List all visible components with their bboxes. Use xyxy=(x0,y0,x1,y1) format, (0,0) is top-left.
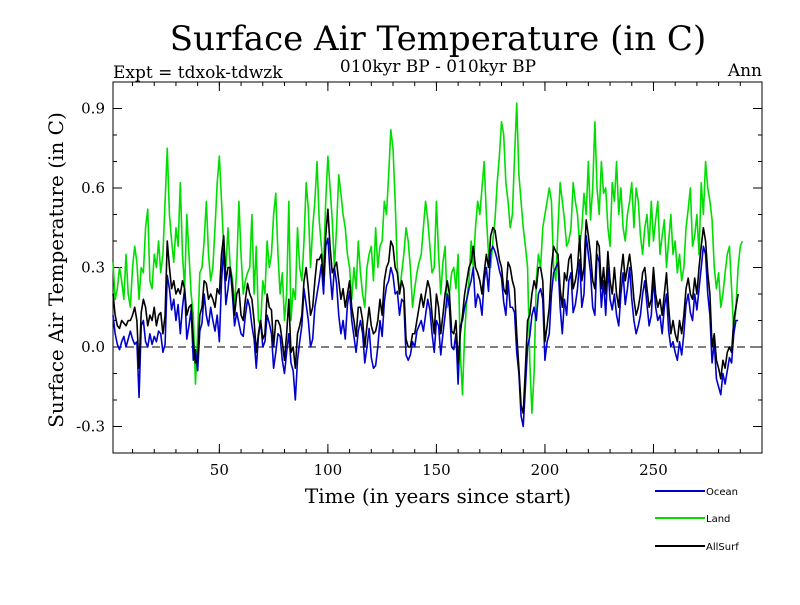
series-line-land xyxy=(112,102,744,415)
chart-subtitle: 010kyr BP - 010kyr BP xyxy=(340,57,536,77)
chart-legend: Ocean Land AllSurf xyxy=(655,487,739,553)
x-tick-label: 250 xyxy=(639,461,668,479)
y-tick-label: 0.3 xyxy=(81,259,105,277)
x-tick-label: 100 xyxy=(314,461,343,479)
experiment-label: Expt = tdxok-tdwzk xyxy=(113,63,283,83)
y-tick-label: -0.3 xyxy=(76,418,105,436)
legend-label-land: Land xyxy=(706,514,730,525)
series-line-ocean xyxy=(112,234,739,428)
chart-title: Surface Air Temperature (in C) xyxy=(170,19,706,59)
y-tick-label: 0.6 xyxy=(81,179,105,197)
series-line-allsurf xyxy=(112,208,739,415)
period-label: Ann xyxy=(727,61,762,81)
x-tick-label: 50 xyxy=(210,461,229,479)
plot-area: 50 100 150 200 250 -0.3 0.0 0.3 0.6 0.9 xyxy=(76,81,763,479)
x-axis-label: Time (in years since start) xyxy=(305,484,571,508)
legend-label-allsurf: AllSurf xyxy=(706,542,739,553)
y-tick-label: 0.9 xyxy=(81,100,105,118)
y-tick-label: 0.0 xyxy=(81,338,105,356)
x-tick-label: 200 xyxy=(531,461,560,479)
y-axis-label: Surface Air Temperature (in C) xyxy=(44,112,68,428)
x-tick-label: 150 xyxy=(422,461,451,479)
legend-label-ocean: Ocean xyxy=(706,487,738,498)
